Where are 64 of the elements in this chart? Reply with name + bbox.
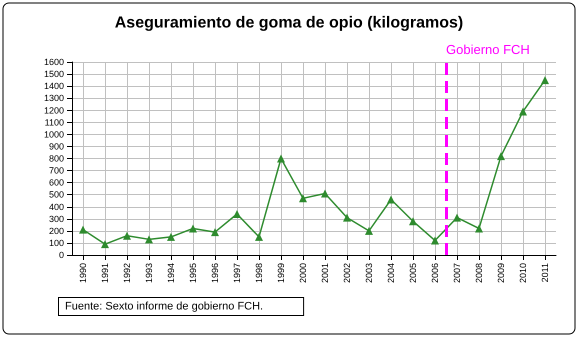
point — [233, 210, 241, 218]
point — [167, 232, 175, 241]
point — [519, 107, 527, 116]
y-tick-label: 1300 — [44, 93, 64, 104]
point — [123, 232, 131, 240]
y-tick-label: 600 — [48, 178, 64, 188]
x-tick-label: 1990 — [78, 263, 88, 284]
y-tick-label: 800 — [48, 154, 64, 164]
x-tick-label: 2000 — [298, 263, 308, 284]
point — [189, 224, 197, 232]
point — [299, 194, 307, 202]
point — [101, 240, 109, 248]
x-tick-label: 1991 — [100, 263, 110, 284]
chart-title: Aseguramiento de goma de opio (kilogramos) — [114, 14, 464, 32]
x-tick-label: 2008 — [474, 263, 484, 284]
x-tick-label: 1992 — [122, 263, 132, 284]
point — [277, 154, 285, 162]
x-tick-label: 1995 — [188, 263, 198, 284]
y-tick-label: 1400 — [44, 81, 64, 92]
point — [497, 152, 505, 160]
x-tick-label: 2003 — [364, 263, 374, 284]
y-tick-label: 0 — [58, 250, 64, 260]
point — [343, 214, 351, 222]
point — [453, 214, 461, 222]
ref-line-label: Gobierno FCH — [446, 42, 530, 57]
x-tick-label: 2011 — [540, 263, 550, 282]
x-tick-label: 2010 — [518, 263, 528, 284]
y-tick-label: 1000 — [44, 129, 64, 140]
point — [145, 235, 153, 244]
point — [475, 224, 483, 232]
source-note: Fuente: Sexto informe de gobierno FCH. — [65, 300, 264, 312]
point — [365, 226, 373, 235]
y-tick-label: 400 — [48, 202, 64, 212]
point — [409, 217, 417, 226]
y-tick-label: 1500 — [44, 69, 64, 80]
point — [387, 196, 395, 204]
y-tick-label: 100 — [48, 238, 64, 248]
y-tick-label: 1200 — [44, 105, 64, 116]
x-tick-label: 1999 — [276, 263, 286, 284]
point — [431, 236, 439, 245]
x-tick-label: 1997 — [232, 263, 242, 284]
y-tick-label: 700 — [48, 166, 64, 176]
point — [79, 226, 87, 234]
point — [211, 228, 219, 236]
y-tick-label: 200 — [48, 226, 64, 236]
y-tick-label: 300 — [48, 214, 64, 224]
x-tick-label: 1996 — [210, 263, 220, 284]
x-tick-label: 2001 — [320, 263, 330, 284]
point — [541, 76, 549, 84]
x-tick-label: 2005 — [408, 263, 418, 284]
x-tick-label: 1993 — [144, 263, 154, 284]
x-tick-label: 2009 — [496, 263, 506, 284]
y-tick-label: 1100 — [44, 117, 64, 128]
x-tick-label: 2004 — [386, 263, 396, 284]
x-tick-label: 2007 — [452, 263, 462, 284]
y-tick-label: 500 — [48, 190, 64, 200]
y-tick-label: 900 — [48, 141, 64, 152]
x-tick-label: 2002 — [342, 263, 352, 284]
x-tick-label: 1998 — [254, 263, 264, 284]
x-tick-label: 2006 — [430, 263, 440, 284]
point — [321, 189, 329, 198]
x-tick-label: 1994 — [166, 263, 176, 284]
y-tick-label: 1600 — [44, 57, 64, 67]
point — [255, 232, 263, 241]
